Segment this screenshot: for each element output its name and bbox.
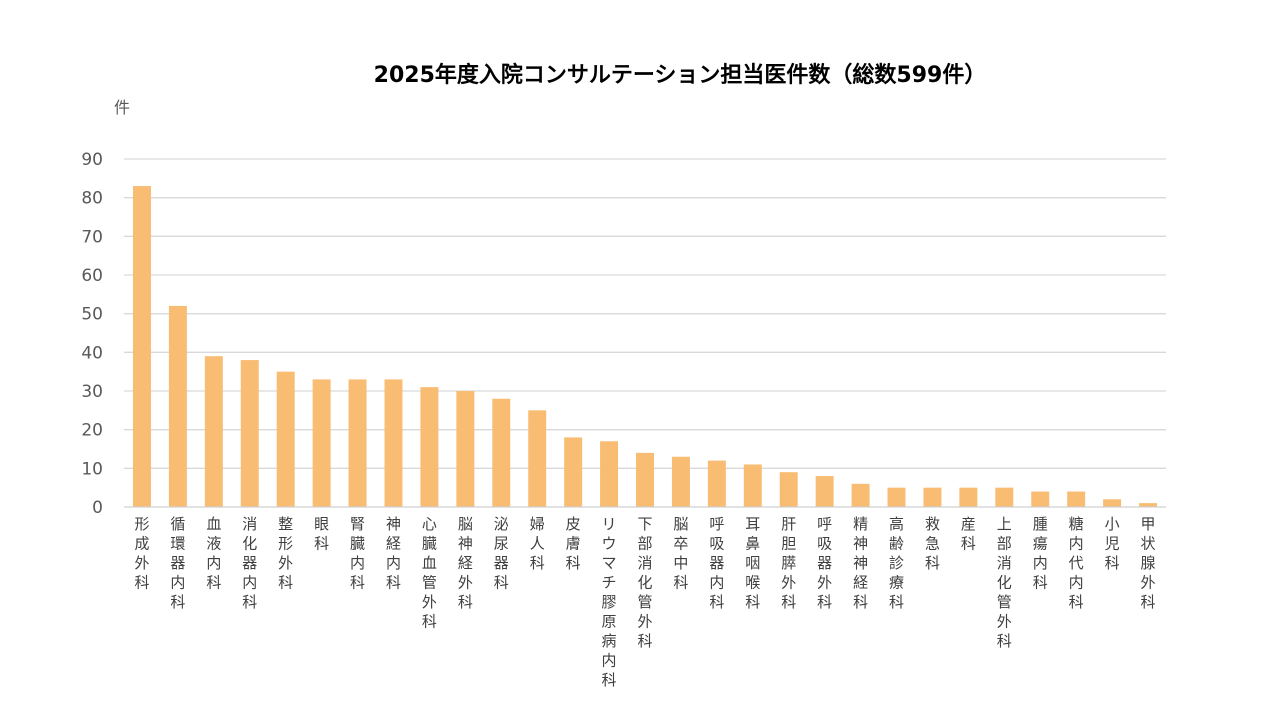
x-tick-label: 眼科	[314, 515, 329, 553]
bar	[456, 391, 475, 507]
x-tick-label: リウマチ膠原病内科	[602, 515, 617, 689]
bar	[204, 356, 223, 507]
y-tick-label: 0	[92, 498, 103, 518]
bar	[348, 379, 367, 507]
bar	[636, 452, 654, 507]
bar	[420, 387, 439, 507]
bar	[168, 305, 187, 507]
chart-title: 2025年度入院コンサルテーション担当医件数（総数599件）	[374, 62, 987, 88]
x-tick-label: 小児科	[1105, 515, 1120, 572]
bar	[851, 483, 870, 507]
y-tick-label: 70	[81, 227, 103, 247]
y-tick-label: 60	[81, 266, 103, 286]
x-tick-label: 血液内科	[206, 515, 221, 592]
x-tick-label: 耳鼻咽喉科	[745, 515, 760, 611]
x-tick-label: 上部消化管外科	[997, 515, 1012, 650]
x-tick-label: 高齢診療科	[889, 515, 904, 611]
bar	[923, 487, 942, 507]
bar	[743, 464, 762, 507]
bar	[779, 472, 798, 507]
bar	[1139, 503, 1158, 507]
x-tick-label: 肝胆膵外科	[781, 515, 796, 611]
bar	[384, 379, 403, 507]
bar	[1031, 491, 1050, 507]
bars	[132, 186, 1158, 508]
y-axis-ticks: 0 10 20 30 40 50 60 70 80 90	[81, 150, 103, 518]
y-tick-label: 50	[81, 305, 103, 325]
bar	[671, 456, 690, 507]
bar	[1103, 499, 1122, 507]
x-tick-label: 甲状腺外科	[1141, 515, 1156, 611]
bar	[815, 476, 834, 507]
x-tick-label: 産科	[961, 515, 976, 553]
x-tick-label: 脳卒中科	[673, 515, 688, 592]
y-tick-label: 40	[81, 343, 103, 363]
x-tick-label: 婦人科	[530, 515, 545, 572]
x-tick-label: 心臓血管外科	[422, 515, 437, 631]
bar	[276, 371, 295, 507]
x-tick-label: 精神神経科	[853, 515, 868, 611]
bar	[492, 398, 511, 507]
bar	[528, 410, 547, 507]
bar	[564, 437, 583, 507]
bar	[959, 487, 978, 507]
x-tick-label: 糖内代内科	[1069, 515, 1084, 611]
bar	[600, 441, 619, 507]
y-axis-unit-label: 件	[114, 98, 130, 117]
x-tick-label: 救急科	[925, 515, 940, 572]
gridlines	[124, 158, 1166, 469]
y-tick-label: 30	[81, 382, 103, 402]
bar	[240, 360, 259, 507]
x-tick-label: 消化器内科	[242, 515, 257, 611]
x-tick-label: 腫瘍内科	[1033, 515, 1048, 592]
x-tick-label: 下部消化管外科	[637, 515, 652, 650]
x-tick-label: 循環器内科	[170, 515, 185, 611]
x-tick-label: 腎臓内科	[350, 515, 365, 592]
y-tick-label: 20	[81, 421, 103, 441]
bar	[132, 186, 151, 508]
bar	[312, 379, 331, 507]
x-tick-label: 泌尿器科	[494, 515, 509, 592]
x-tick-label: 形成外科	[134, 515, 149, 592]
y-tick-label: 80	[81, 189, 103, 209]
x-tick-label: 神経内科	[386, 515, 401, 592]
x-tick-label: 脳神経外科	[458, 515, 473, 611]
bar	[1067, 491, 1086, 507]
y-tick-label: 10	[81, 459, 103, 479]
x-tick-label: 呼吸器外科	[817, 515, 832, 611]
bar	[995, 487, 1014, 507]
bar	[707, 460, 726, 507]
bar	[887, 487, 906, 507]
y-tick-label: 90	[81, 150, 103, 170]
x-tick-label: 皮膚科	[566, 515, 581, 572]
x-axis-labels: 形成外科 循環器内科 血液内科 消化器内科 整形外科 眼科 腎臓内科 神経内科 心臓血管外科 脳神…	[134, 515, 1155, 689]
x-tick-label: 整形外科	[278, 515, 293, 592]
x-tick-label: 呼吸器内科	[709, 515, 724, 611]
